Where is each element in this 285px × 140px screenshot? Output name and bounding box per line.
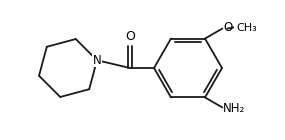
- Text: NH₂: NH₂: [223, 102, 246, 115]
- Text: O: O: [125, 30, 135, 43]
- Text: CH₃: CH₃: [236, 23, 257, 33]
- Text: N: N: [93, 54, 101, 67]
- Text: O: O: [223, 21, 233, 34]
